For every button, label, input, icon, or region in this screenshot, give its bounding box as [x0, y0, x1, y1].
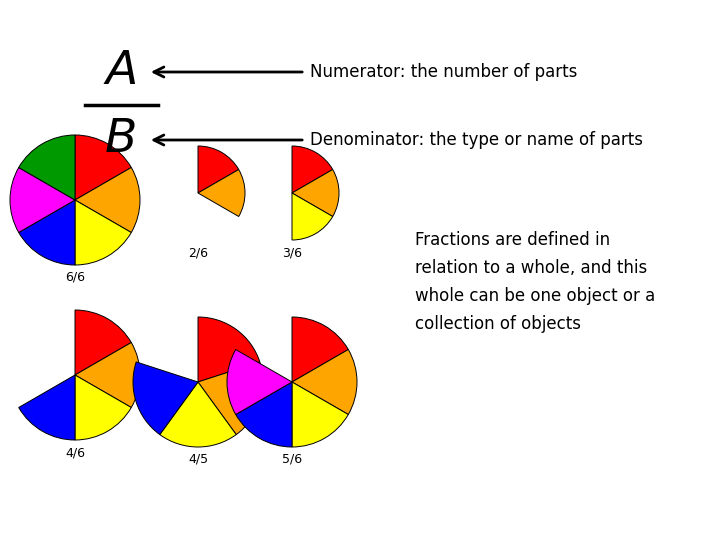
Wedge shape [292, 349, 357, 415]
Text: 5/6: 5/6 [282, 453, 302, 466]
Text: $\mathit{A}$: $\mathit{A}$ [103, 50, 137, 94]
Wedge shape [198, 146, 239, 193]
Wedge shape [75, 310, 131, 375]
Wedge shape [198, 362, 263, 435]
Wedge shape [292, 193, 333, 240]
Text: 4/6: 4/6 [65, 446, 85, 459]
Wedge shape [10, 167, 75, 233]
Text: 3/6: 3/6 [282, 246, 302, 259]
Wedge shape [292, 317, 348, 382]
Text: Fractions are defined in
relation to a whole, and this
whole can be one object o: Fractions are defined in relation to a w… [415, 231, 655, 333]
Wedge shape [292, 146, 333, 193]
Wedge shape [198, 170, 245, 217]
Text: Denominator: the type or name of parts: Denominator: the type or name of parts [310, 131, 643, 149]
Text: Numerator: the number of parts: Numerator: the number of parts [310, 63, 577, 81]
Wedge shape [19, 135, 75, 200]
Text: 2/6: 2/6 [188, 246, 208, 259]
Text: 4/5: 4/5 [188, 453, 208, 466]
Wedge shape [75, 135, 131, 200]
Wedge shape [292, 170, 339, 217]
Wedge shape [227, 349, 292, 415]
Wedge shape [75, 167, 140, 233]
Wedge shape [19, 375, 75, 440]
Wedge shape [75, 375, 131, 440]
Text: $\mathit{B}$: $\mathit{B}$ [104, 118, 136, 163]
Wedge shape [75, 200, 131, 265]
Wedge shape [133, 362, 198, 435]
Wedge shape [19, 200, 75, 265]
Wedge shape [235, 382, 292, 447]
Wedge shape [292, 382, 348, 447]
Wedge shape [198, 317, 260, 382]
Text: 6/6: 6/6 [65, 271, 85, 284]
Wedge shape [160, 382, 236, 447]
Wedge shape [75, 342, 140, 408]
